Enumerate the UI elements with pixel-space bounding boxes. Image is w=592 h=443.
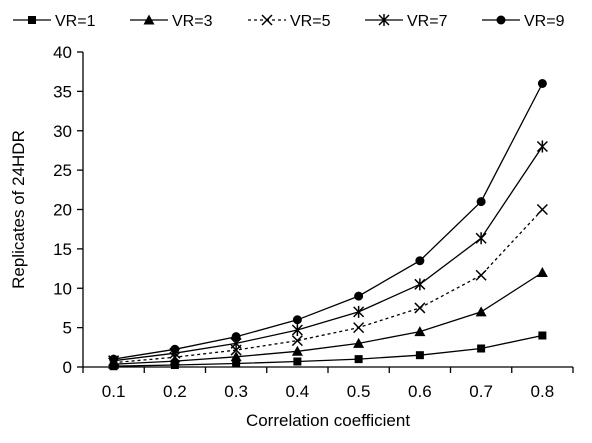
data-point (415, 256, 425, 266)
legend-label: VR=3 (172, 13, 213, 30)
legend-label: VR=7 (407, 13, 448, 30)
y-tick-label: 25 (53, 161, 72, 180)
y-tick-label: 40 (53, 43, 72, 62)
data-point (354, 355, 363, 364)
data-point (415, 351, 424, 360)
series-line (113, 334, 543, 367)
data-point (536, 267, 548, 277)
data-point (232, 359, 241, 368)
y-tick-label: 20 (53, 201, 72, 220)
legend-marker (378, 14, 390, 26)
series-line (113, 146, 543, 362)
data-point (291, 323, 303, 336)
y-tick-label: 15 (53, 240, 72, 259)
y-tick-label: 30 (53, 122, 72, 141)
data-point (477, 344, 486, 353)
legend-marker (28, 16, 36, 24)
x-tick-label: 0.3 (224, 382, 248, 401)
series-line (113, 209, 543, 364)
data-point (353, 322, 365, 334)
x-tick-label: 0.8 (531, 382, 555, 401)
x-tick-label: 0.6 (408, 382, 432, 401)
data-point (476, 197, 486, 207)
data-point (414, 326, 426, 337)
data-point (536, 140, 548, 153)
series-VR=7 (108, 140, 548, 367)
data-point (475, 269, 487, 281)
legend: VR=1 VR=3 VR=5 VR=7 VR=9 (13, 13, 565, 30)
x-axis-title: Correlation coefficient (246, 411, 410, 430)
legend-item: VR=5 (248, 13, 331, 30)
legend-item: VR=3 (130, 13, 213, 30)
data-point (109, 354, 119, 364)
series-layer (108, 79, 548, 371)
x-tick-label: 0.7 (469, 382, 493, 401)
data-point (353, 337, 365, 348)
legend-item: VR=9 (482, 13, 565, 30)
data-point (536, 203, 548, 216)
data-point (354, 291, 364, 301)
data-point (230, 351, 242, 362)
legend-marker (261, 14, 273, 26)
y-axis-title: Replicates of 24HDR (9, 130, 28, 289)
data-point (169, 355, 181, 366)
x-tick-label: 0.4 (286, 382, 310, 401)
y-tick-label: 10 (53, 279, 72, 298)
x-tick-label: 0.1 (102, 382, 126, 401)
data-point (537, 79, 547, 88)
data-point (475, 306, 487, 317)
series-line (113, 271, 543, 365)
data-point (475, 232, 487, 245)
legend-label: VR=1 (55, 13, 96, 30)
y-tick-label: 0 (63, 358, 72, 377)
legend-marker (496, 15, 506, 25)
data-point (414, 302, 426, 314)
legend-item: VR=1 (13, 13, 96, 30)
data-point (538, 331, 547, 340)
series-VR=5 (108, 203, 548, 369)
data-point (353, 305, 365, 318)
legend-item: VR=7 (365, 13, 448, 30)
data-point (414, 278, 426, 291)
legend-label: VR=9 (524, 13, 565, 30)
legend-marker (143, 14, 155, 25)
legend-label: VR=5 (290, 13, 331, 30)
series-VR=3 (108, 267, 548, 369)
y-tick-label: 5 (63, 319, 72, 338)
data-point (291, 335, 303, 347)
x-tick-label: 0.2 (163, 382, 187, 401)
data-point (231, 332, 241, 342)
series-line (113, 83, 543, 360)
data-point (291, 345, 303, 356)
data-point (292, 315, 302, 325)
data-point (293, 357, 302, 366)
data-point (170, 344, 180, 354)
axes: 0 5 10 15 20 25 30 35 40 0.1 0.2 0.3 0.4 0.5 0.6 0.7 0.8 (53, 43, 574, 401)
x-tick-label: 0.5 (347, 382, 371, 401)
y-tick-label: 35 (53, 82, 72, 101)
series-VR=9 (109, 79, 547, 364)
